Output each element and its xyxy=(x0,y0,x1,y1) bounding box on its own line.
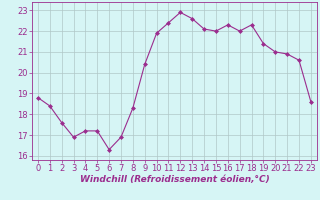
X-axis label: Windchill (Refroidissement éolien,°C): Windchill (Refroidissement éolien,°C) xyxy=(80,175,269,184)
